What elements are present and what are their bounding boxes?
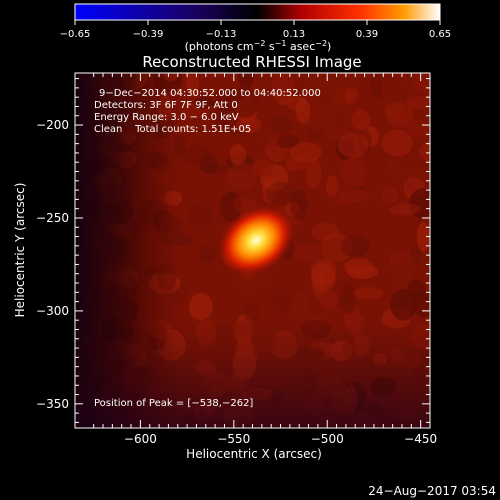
colorbar-unit-part-5: −2: [315, 39, 327, 48]
colorbar-tick-label: −0.39: [133, 29, 164, 40]
annotations: 9−Dec−2014 04:30:52.000 to 04:40:52.000 …: [94, 88, 321, 409]
colorbar-tick-label: 0.13: [283, 29, 305, 40]
x-tick-label: −600: [124, 432, 157, 446]
colorbar-tick-label: −0.13: [206, 29, 237, 40]
colorbar-unit-part-2: s: [265, 40, 274, 53]
x-axis-label: Heliocentric X (arcsec): [186, 447, 322, 461]
x-tick-label: −450: [404, 432, 437, 446]
colorbar-unit-part-1: −2: [254, 39, 266, 48]
colorbar-unit-part-0: (photons cm: [185, 40, 254, 53]
y-tick-label: −300: [36, 304, 69, 318]
chart-title: Reconstructed RHESSI Image: [142, 53, 361, 71]
colorbar-unit-part-6: ): [327, 40, 331, 53]
y-tick-label: −250: [36, 211, 69, 225]
y-axis-label: Heliocentric Y (arcsec): [13, 183, 27, 318]
colorbar-gradient: [74, 3, 441, 21]
annotation-clean-counts: Clean Total counts: 1.51E+05: [94, 124, 251, 135]
heatmap-image: [75, 73, 430, 428]
y-tick-label: −200: [36, 118, 69, 132]
x-tick-label: −500: [311, 432, 344, 446]
colorbar-unit-part-4: asec: [286, 40, 315, 53]
x-axis: −600 −550 −500 −450: [93, 73, 437, 446]
footer-timestamp: 24−Aug−2017 03:54: [368, 484, 496, 498]
y-tick-label: −350: [36, 397, 69, 411]
y-axis: −200 −250 −300 −350: [36, 78, 430, 423]
annotation-peak-position: Position of Peak = [−538,−262]: [94, 398, 253, 409]
colorbar: −0.65 −0.39 −0.13 0.13 0.39 0.65 (photons cm−…: [60, 3, 451, 53]
x-tick-label: −550: [217, 432, 250, 446]
annotation-detectors: Detectors: 3F 6F 7F 9F, Att 0: [94, 100, 238, 111]
colorbar-tick-label: 0.65: [429, 29, 451, 40]
annotation-time-range: 9−Dec−2014 04:30:52.000 to 04:40:52.000: [99, 88, 321, 99]
colorbar-unit-part-3: −1: [275, 39, 287, 48]
annotation-energy-range: Energy Range: 3.0 − 6.0 keV: [94, 112, 239, 123]
colorbar-tick-label: 0.39: [356, 29, 378, 40]
heatmap-peak-source: [217, 204, 296, 276]
colorbar-unit: (photons cm−2 s−1 asec−2): [185, 39, 332, 53]
colorbar-tick-label: −0.65: [60, 29, 91, 40]
